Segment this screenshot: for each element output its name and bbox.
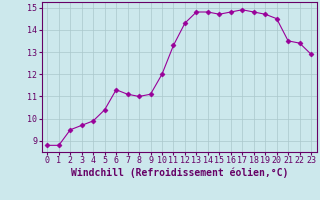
X-axis label: Windchill (Refroidissement éolien,°C): Windchill (Refroidissement éolien,°C): [70, 168, 288, 178]
